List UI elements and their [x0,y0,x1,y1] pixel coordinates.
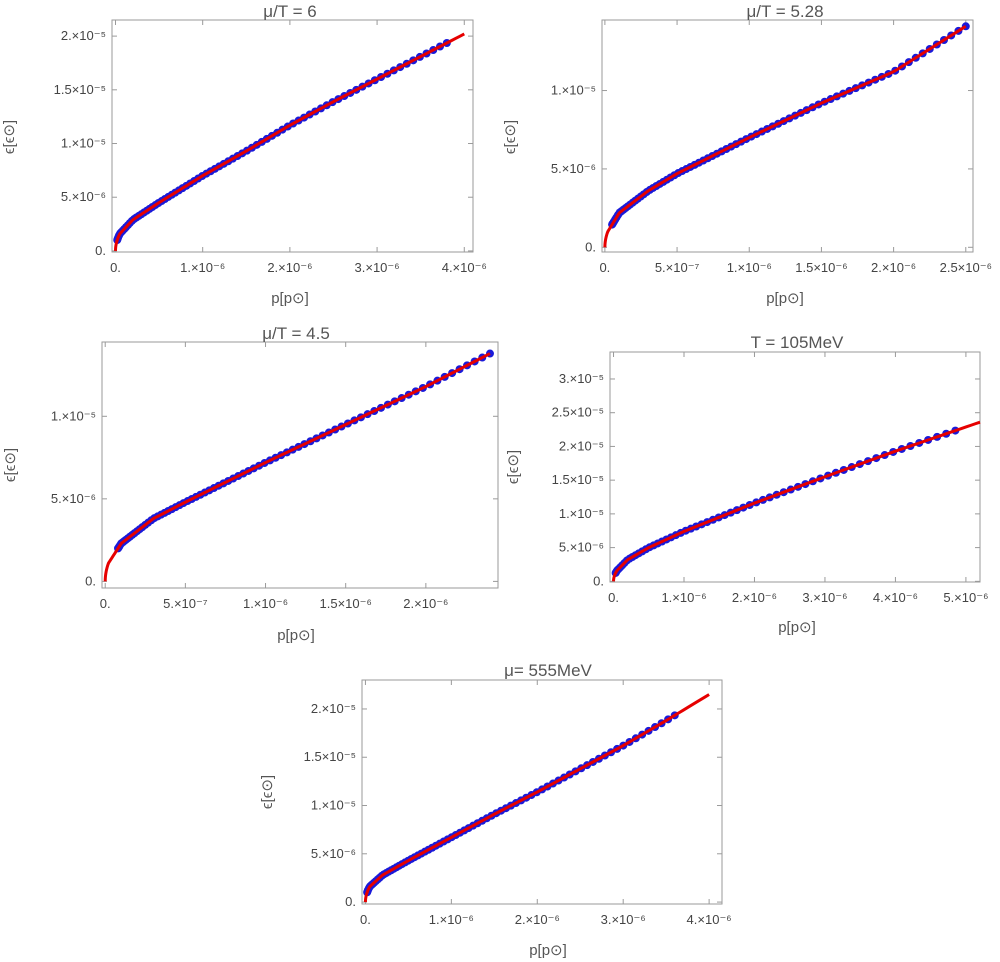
y-tick-label: 1.×10⁻⁵ [51,408,96,423]
chart-panel-5: 0. 1.×10⁻⁶ 2.×10⁻⁶ 3.×10⁻⁶ 4.×10⁻⁶ 0. 5.×10⁻⁶ 1… [259,661,732,959]
y-axis-label: ϵ[ϵ⊙] [259,775,276,809]
x-tick-label: 1.5×10⁻⁶ [795,260,847,275]
chart-title: T = 105MeV [751,333,844,352]
y-tick-label: 5.×10⁻⁶ [61,189,106,204]
y-tick-label: 2.5×10⁻⁵ [552,405,604,420]
y-tick-label: 0. [585,239,596,254]
x-tick-label: 1.×10⁻⁶ [243,596,288,611]
x-tick-label: 2.×10⁻⁶ [871,260,916,275]
y-tick-label: 1.5×10⁻⁵ [304,749,356,764]
x-tick-label: 1.×10⁻⁶ [429,912,474,927]
y-axis-label: ϵ[ϵ⊙] [502,120,519,154]
x-axis-label: p[p⊙] [271,290,309,307]
y-tick-label: 1.5×10⁻⁵ [552,472,604,487]
x-tick-label: 2.×10⁻⁶ [732,590,777,605]
x-tick-label: 3.×10⁻⁶ [802,590,847,605]
x-tick-label: 2.×10⁻⁶ [403,596,448,611]
y-tick-label: 0. [85,573,96,588]
x-axis-label: p[p⊙] [778,619,816,636]
x-tick-label: 1.×10⁻⁶ [661,590,706,605]
chart-title: μ/T = 4.5 [262,324,330,343]
x-tick-label: 3.×10⁻⁶ [601,912,646,927]
y-tick-label: 5.×10⁻⁶ [51,491,96,506]
chart-panel-4: 0. 1.×10⁻⁶ 2.×10⁻⁶ 3.×10⁻⁶ 4.×10⁻⁶ 5.×10⁻⁶ 0. 5… [505,333,988,636]
x-tick-label: 5.×10⁻⁷ [655,260,700,275]
y-tick-label: 0. [593,573,604,588]
y-axis-label: ϵ[ϵ⊙] [505,450,522,484]
x-axis-label: p[p⊙] [766,290,804,307]
y-tick-label: 3.×10⁻⁵ [559,371,604,386]
chart-title: μ/T = 6 [263,2,316,21]
y-tick-label: 1.×10⁻⁵ [551,83,596,98]
x-tick-label: 2.5×10⁻⁶ [940,260,992,275]
x-tick-label: 0. [360,912,371,927]
x-tick-label: 5.×10⁻⁷ [163,596,208,611]
x-tick-label: 0. [100,596,111,611]
x-tick-label: 3.×10⁻⁶ [355,260,400,275]
y-tick-label: 2.×10⁻⁵ [311,701,356,716]
y-tick-label: 1.×10⁻⁵ [61,136,106,151]
fit-line [113,32,465,251]
y-tick-label: 1.5×10⁻⁵ [54,82,106,97]
y-tick-label: 0. [345,894,356,909]
y-tick-label: 2.×10⁻⁵ [61,28,106,43]
plot-frame [111,19,474,253]
x-tick-label: 1.×10⁻⁶ [727,260,772,275]
fit-line [612,420,981,582]
plot-frame [101,341,499,589]
plot-frame [609,351,981,583]
x-axis-label: p[p⊙] [529,942,567,959]
x-tick-label: 2.×10⁻⁶ [267,260,312,275]
y-tick-label: 5.×10⁻⁶ [551,161,596,176]
x-tick-label: 1.×10⁻⁶ [180,260,225,275]
y-axis-label: ϵ[ϵ⊙] [1,120,18,154]
fit-line [363,693,710,903]
y-tick-label: 1.×10⁻⁵ [559,506,604,521]
chart-title: μ= 555MeV [504,661,592,680]
x-tick-label: 5.×10⁻⁶ [943,590,988,605]
chart-panel-2: 0. 5.×10⁻⁷ 1.×10⁻⁶ 1.5×10⁻⁶ 2.×10⁻⁶ 2.5×10⁻⁶ 0… [502,2,992,307]
x-tick-label: 4.×10⁻⁶ [442,260,487,275]
chart-title: μ/T = 5.28 [746,2,823,21]
x-tick-label: 4.×10⁻⁶ [873,590,918,605]
fit-line [103,352,491,582]
y-axis-label: ϵ[ϵ⊙] [2,448,19,482]
chart-panel-3: 0. 5.×10⁻⁷ 1.×10⁻⁶ 1.5×10⁻⁶ 2.×10⁻⁶ 0. 5.×10⁻⁶… [2,324,499,644]
x-axis-label: p[p⊙] [277,627,315,644]
fit-line [603,25,967,248]
y-tick-label: 0. [95,243,106,258]
x-tick-label: 0. [110,260,121,275]
x-tick-label: 2.×10⁻⁶ [515,912,560,927]
x-tick-label: 0. [608,590,619,605]
plot-frame [601,19,974,253]
chart-panel-1: 0. 1.×10⁻⁶ 2.×10⁻⁶ 3.×10⁻⁶ 4.×10⁻⁶ 0. 5.×10⁻⁶ 1… [1,2,487,307]
y-tick-label: 5.×10⁻⁶ [311,846,356,861]
x-tick-label: 0. [599,260,610,275]
x-tick-label: 4.×10⁻⁶ [687,912,732,927]
y-tick-label: 2.×10⁻⁵ [559,438,604,453]
y-tick-label: 1.×10⁻⁵ [311,798,356,813]
x-tick-label: 1.5×10⁻⁶ [320,596,372,611]
plot-frame [361,679,723,905]
y-tick-label: 5.×10⁻⁶ [559,540,604,555]
